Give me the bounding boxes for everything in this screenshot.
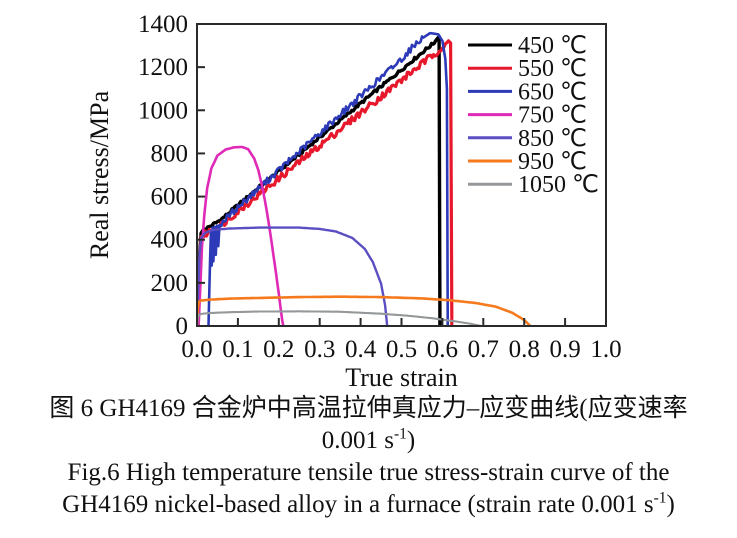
x-tick-label: 0.0 — [181, 336, 212, 363]
figure-caption: 图 6 GH4169 合金炉中高温拉伸真应力–应变曲线(应变速率 0.001 s… — [0, 393, 737, 521]
caption-english-line2-text: GH4169 nickel-based alloy in a furnace (… — [62, 491, 654, 518]
curve-1050c — [196, 310, 483, 327]
curve-850c — [196, 226, 389, 327]
y-tick-label: 1200 — [138, 54, 188, 81]
y-tick-label: 600 — [151, 184, 189, 211]
caption-chinese-line2: 0.001 s-1) — [0, 425, 737, 457]
x-axis: 0.0 0.1 0.2 0.3 0.4 0.5 0.6 0.7 0.8 0.9 1.0 — [181, 318, 622, 363]
legend-label-750c: 750 ℃ — [518, 103, 587, 129]
curve-950c — [196, 295, 532, 327]
curves-group — [196, 31, 532, 327]
legend-label-1050c: 1050 ℃ — [518, 172, 599, 198]
curve-650c — [207, 31, 449, 327]
caption-english-line2: GH4169 nickel-based alloy in a furnace (… — [0, 489, 737, 521]
x-tick-label: 0.4 — [345, 336, 377, 363]
x-tick-label: 0.2 — [263, 336, 294, 363]
figure-chart-area: 0.0 0.1 0.2 0.3 0.4 0.5 0.6 0.7 0.8 0.9 1.0 0 200 400… — [85, 11, 622, 392]
legend-label-650c: 650 ℃ — [518, 79, 587, 105]
legend-label-950c: 950 ℃ — [518, 149, 587, 175]
y-tick-label: 1000 — [138, 97, 188, 124]
y-tick-label: 200 — [151, 270, 189, 297]
stress-strain-chart: 0.0 0.1 0.2 0.3 0.4 0.5 0.6 0.7 0.8 0.9 1.0 0 200 400… — [85, 11, 622, 392]
x-tick-label: 1.0 — [590, 336, 621, 363]
x-tick-label: 0.8 — [509, 336, 540, 363]
x-axis-title: True strain — [345, 363, 457, 390]
x-tick-label: 0.3 — [304, 336, 335, 363]
y-tick-label: 0 — [176, 313, 189, 340]
caption-chinese-line1: 图 6 GH4169 合金炉中高温拉伸真应力–应变曲线(应变速率 — [49, 395, 688, 422]
y-tick-label: 800 — [151, 140, 189, 167]
caption-english-line1: Fig.6 High temperature tensile true stre… — [67, 459, 670, 486]
y-tick-label: 400 — [151, 227, 189, 254]
x-tick-label: 0.6 — [427, 336, 458, 363]
y-axis: 0 200 400 600 800 1000 1200 1400 — [138, 11, 205, 340]
legend-label-850c: 850 ℃ — [518, 126, 587, 152]
y-tick-label: 1400 — [138, 11, 188, 38]
strain-rate-close-paren: ) — [406, 427, 416, 454]
x-tick-label: 0.1 — [222, 336, 253, 363]
strain-rate-value: 0.001 s — [321, 427, 394, 454]
curve-550c — [196, 39, 454, 327]
caption-english-exponent: -1 — [653, 489, 667, 507]
y-axis-title: Real stress/MPa — [85, 90, 114, 259]
legend-label-450c: 450 ℃ — [518, 33, 587, 59]
caption-english-close-paren: ) — [666, 491, 675, 518]
x-tick-label: 0.7 — [468, 336, 499, 363]
legend-label-550c: 550 ℃ — [518, 56, 587, 82]
x-tick-label: 0.9 — [549, 336, 580, 363]
strain-rate-exponent: -1 — [393, 425, 407, 443]
x-tick-label: 0.5 — [386, 336, 417, 363]
